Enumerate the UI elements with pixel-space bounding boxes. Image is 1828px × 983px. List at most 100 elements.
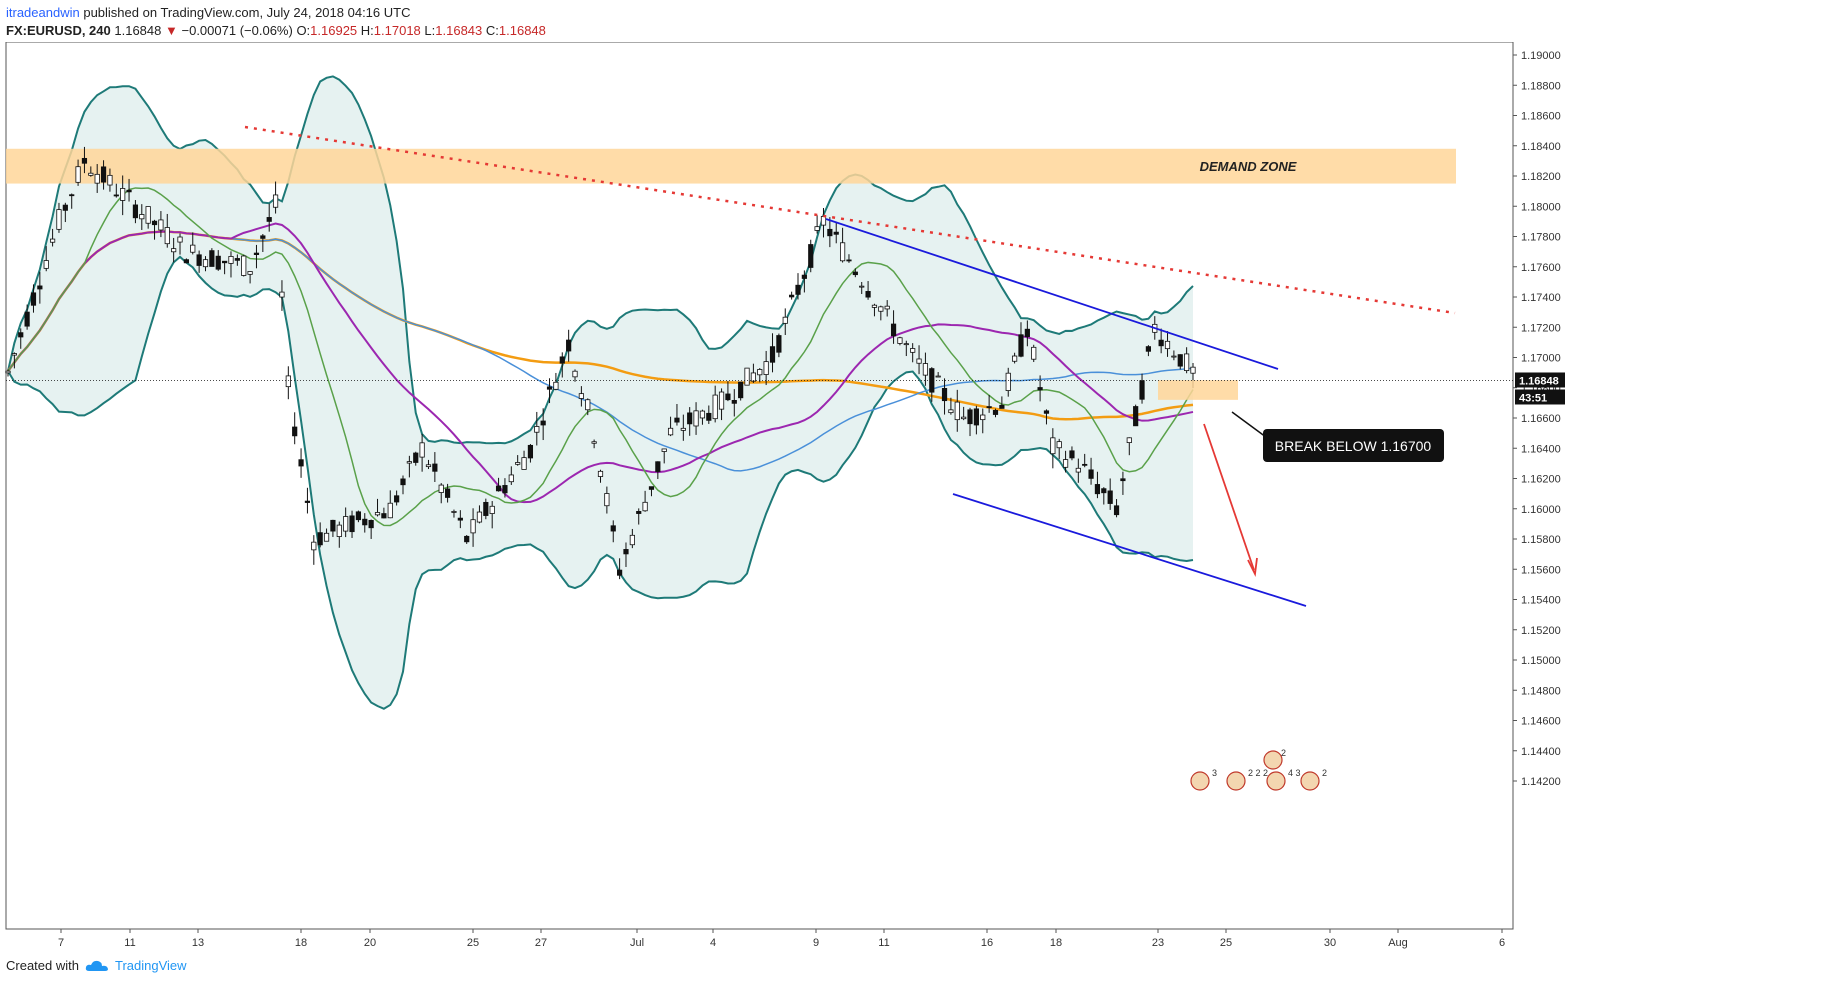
event-count: 2 2 2	[1248, 768, 1268, 778]
y-tick-label: 1.18600	[1521, 111, 1561, 123]
candle-body	[916, 358, 922, 364]
candle-body	[910, 348, 916, 353]
x-tick-label: 30	[1324, 937, 1336, 949]
candle-body	[566, 339, 572, 352]
candle-body	[1069, 450, 1075, 459]
candle-body	[502, 485, 508, 494]
candle-body	[292, 426, 298, 437]
y-tick-label: 1.18000	[1521, 201, 1561, 213]
candle-body	[1037, 387, 1043, 391]
candle-body	[572, 370, 578, 378]
candle-body	[171, 248, 177, 253]
y-tick-label: 1.19000	[1521, 50, 1561, 62]
candle-body	[839, 242, 846, 262]
candle-body	[164, 227, 170, 245]
candle-body	[1145, 346, 1152, 352]
bollinger-upper	[7, 75, 1194, 445]
candle-body	[100, 166, 107, 183]
candle-body	[1082, 463, 1088, 466]
y-tick-label: 1.16200	[1521, 474, 1561, 486]
candle-body	[610, 525, 616, 532]
down-arrow-head	[1247, 557, 1258, 578]
author-link[interactable]: itradeandwin	[6, 5, 80, 20]
y-tick-label: 1.15000	[1521, 655, 1561, 667]
candle-body	[120, 188, 126, 201]
x-tick-label: Jul	[630, 937, 644, 949]
event-count: 4 3	[1288, 768, 1301, 778]
candle-body	[871, 304, 878, 308]
candle-body	[425, 464, 432, 468]
candle-body	[846, 259, 852, 262]
candle-body	[18, 332, 24, 338]
candle-body	[37, 285, 43, 290]
y-tick-label: 1.18400	[1521, 141, 1561, 153]
candle-body	[878, 306, 884, 312]
candle-body	[279, 291, 285, 298]
candle-body	[183, 259, 189, 264]
candle-body	[1133, 406, 1139, 427]
candle-body	[1158, 339, 1164, 347]
candle-body	[948, 409, 954, 414]
candle-body	[81, 157, 88, 164]
created-with-label: Created with	[6, 958, 79, 973]
y-tick-label: 1.17000	[1521, 353, 1561, 365]
candle-body	[1184, 353, 1190, 371]
candle-body	[604, 493, 610, 507]
candle-body	[1094, 484, 1101, 495]
candle-body	[967, 409, 973, 425]
candle-body	[470, 519, 476, 534]
y-tick-label: 1.17800	[1521, 232, 1561, 244]
candle-body	[285, 375, 291, 388]
candle-body	[1050, 437, 1056, 455]
candle-body	[718, 391, 725, 410]
candle-body	[49, 238, 56, 243]
candle-body	[521, 457, 527, 470]
candle-body	[145, 206, 151, 224]
red-dotted-trendline	[244, 125, 1456, 315]
candle-body	[30, 292, 37, 306]
candle-body	[1139, 380, 1145, 400]
candle-body	[234, 258, 240, 261]
candle-body	[814, 226, 820, 231]
candle-body	[374, 512, 381, 516]
y-tick-label: 1.15400	[1521, 595, 1561, 607]
candle-body	[336, 524, 342, 537]
candle-body	[419, 442, 425, 458]
candle-body	[266, 217, 272, 222]
candle-body	[56, 209, 62, 230]
candle-body	[648, 486, 655, 490]
candle-body	[1101, 488, 1107, 494]
candle-body	[343, 516, 349, 532]
candle-body	[1075, 467, 1081, 473]
candle-body	[464, 535, 470, 543]
candle-body	[381, 513, 387, 519]
y-tick-label: 1.15600	[1521, 564, 1561, 576]
candle-body	[1043, 410, 1050, 414]
candle-body	[247, 271, 253, 275]
x-tick-label: Aug	[1388, 937, 1408, 949]
candle-body	[387, 502, 393, 519]
candle-body	[304, 500, 311, 503]
candle-body	[444, 488, 451, 498]
last-price: 1.16848	[114, 23, 162, 38]
candle-body	[865, 291, 871, 298]
y-tick-label: 1.16600	[1521, 413, 1561, 425]
candle-body	[820, 216, 827, 226]
candle-body	[69, 194, 75, 197]
candle-body	[1024, 328, 1030, 337]
candle-body	[667, 427, 674, 436]
tradingview-brand-link[interactable]: TradingView	[114, 958, 187, 973]
candle-body	[935, 375, 941, 378]
candle-body	[642, 501, 648, 512]
price-chart[interactable]: DEMAND ZONE BREAK BELOW 1.16700 1.19000 1.1…	[0, 42, 1828, 952]
y-tick-label: 1.14200	[1521, 776, 1561, 788]
callout-text: BREAK BELOW 1.16700	[1275, 438, 1432, 454]
candle-body	[311, 541, 317, 551]
x-tick-label: 7	[58, 937, 64, 949]
candle-body	[215, 255, 221, 270]
x-tick-label: 11	[124, 937, 135, 949]
symbol-name[interactable]: FX:EURUSD, 240	[6, 23, 111, 38]
candle-body	[113, 194, 119, 197]
countdown-tag-label: 43:51	[1519, 392, 1547, 404]
ohlc-high-label: H:	[360, 23, 374, 38]
